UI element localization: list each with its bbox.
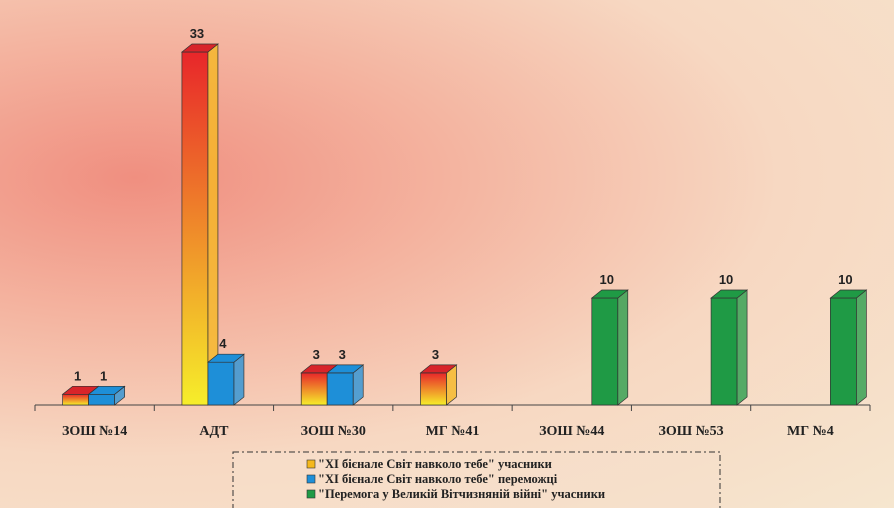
bar-side <box>736 289 748 406</box>
bar-top <box>710 289 749 299</box>
bar-front <box>326 372 354 406</box>
bar-top <box>326 364 365 374</box>
bar-top <box>206 353 245 363</box>
legend-swatch <box>306 459 316 469</box>
bar-front <box>420 372 447 406</box>
value-label: 3 <box>432 347 439 362</box>
bar-front <box>62 393 89 406</box>
legend-swatch <box>306 474 316 484</box>
value-label: 10 <box>719 272 733 287</box>
x-tick-label: ЗОШ №44 <box>539 424 604 439</box>
x-tick-label: ЗОШ №14 <box>62 424 127 439</box>
value-label: 10 <box>838 272 852 287</box>
bar-front <box>88 393 115 406</box>
x-tick-label: МГ №4 <box>787 424 834 439</box>
value-label: 1 <box>100 368 107 383</box>
bar-side <box>856 289 867 406</box>
bar <box>206 353 245 406</box>
bar-top <box>590 289 629 299</box>
x-tick-label: ЗОШ №30 <box>301 424 366 439</box>
value-label: 3 <box>339 347 346 362</box>
bar <box>419 364 458 406</box>
legend-label: "XI бієнале Світ навколо тебе" учасники <box>318 457 552 471</box>
bar <box>590 289 629 406</box>
value-label: 3 <box>313 347 320 362</box>
x-tick-label: ЗОШ №53 <box>658 424 723 439</box>
bar <box>710 289 749 406</box>
bar <box>87 385 126 406</box>
value-label: 1 <box>74 368 81 383</box>
bar <box>829 289 868 406</box>
bar-front <box>300 372 328 406</box>
bar-top <box>829 289 868 299</box>
bar-top <box>87 385 126 395</box>
legend-label: "XI бієнале Світ навколо тебе" переможці <box>318 472 558 486</box>
bar-front <box>207 361 235 406</box>
value-label: 10 <box>600 272 614 287</box>
bar-front <box>181 51 209 406</box>
bar-top <box>419 364 458 374</box>
value-label: 4 <box>219 336 227 351</box>
bar-side <box>617 289 629 406</box>
bar-front <box>710 297 738 406</box>
bar <box>326 364 365 406</box>
bar-top <box>180 43 219 53</box>
value-label: 33 <box>190 26 204 41</box>
x-tick-label: АДТ <box>199 424 229 439</box>
bar-front <box>830 297 857 406</box>
bar-front <box>591 297 619 406</box>
legend-swatch <box>306 489 316 499</box>
bar-side <box>233 353 245 406</box>
bar <box>180 43 219 406</box>
x-tick-label: МГ №41 <box>426 424 480 439</box>
bar-side <box>207 43 219 406</box>
legend-label: "Перемога у Великій Вітчизняній війні" у… <box>318 487 605 501</box>
